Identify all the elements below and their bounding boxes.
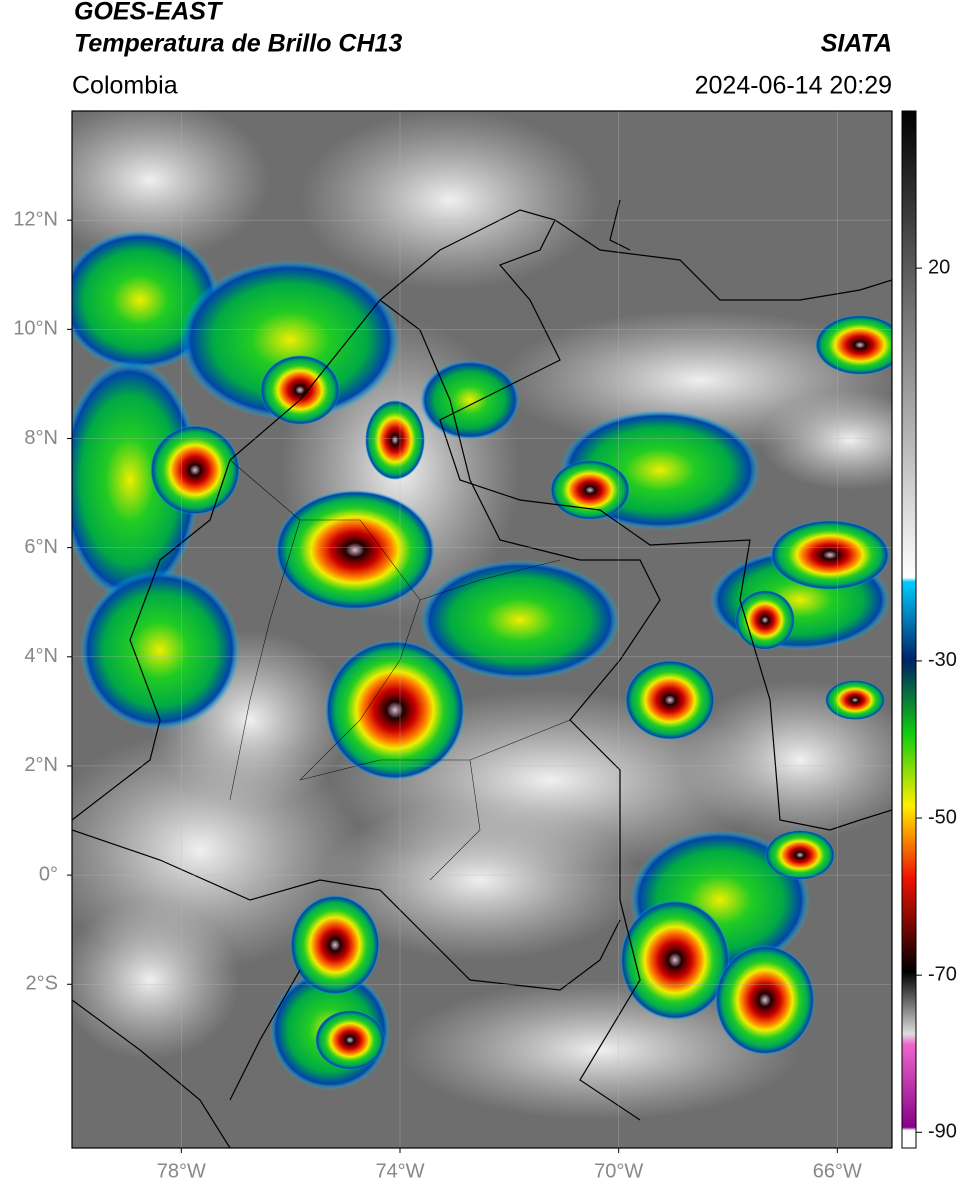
lon-tick-label: 74°W	[375, 1160, 424, 1182]
subtitle: Temperatura de Brillo CH13	[74, 30, 402, 58]
colorbar-tick-label: -70	[928, 963, 957, 985]
lon-tick-label: 66°W	[813, 1160, 862, 1182]
lon-tick-label: 78°W	[157, 1160, 206, 1182]
colorbar-tick-label: 20	[928, 256, 950, 278]
lat-tick-label: 12°N	[13, 208, 58, 230]
lat-tick-label: 2°S	[26, 973, 58, 995]
colorbar-tick-label: -50	[928, 806, 957, 828]
lat-tick-label: 2°N	[24, 754, 58, 776]
lat-tick-label: 8°N	[24, 427, 58, 449]
lon-tick-label: 70°W	[594, 1160, 643, 1182]
lat-tick-label: 4°N	[24, 645, 58, 667]
satellite-image	[72, 111, 892, 1148]
colorbar	[901, 110, 917, 1149]
lat-tick-label: 6°N	[24, 536, 58, 558]
region: Colombia	[72, 72, 178, 100]
map-frame	[71, 110, 893, 1149]
grid	[72, 111, 892, 1148]
lat-tick-label: 10°N	[13, 318, 58, 340]
datetime: 2024-06-14 20:29	[695, 72, 892, 100]
source: SIATA	[821, 30, 892, 58]
colorbar-tick-label: -30	[928, 649, 957, 671]
lat-tick-label: 0°	[39, 863, 58, 885]
title: GOES-EAST	[74, 0, 224, 26]
colorbar-tick-label: -90	[928, 1121, 957, 1143]
